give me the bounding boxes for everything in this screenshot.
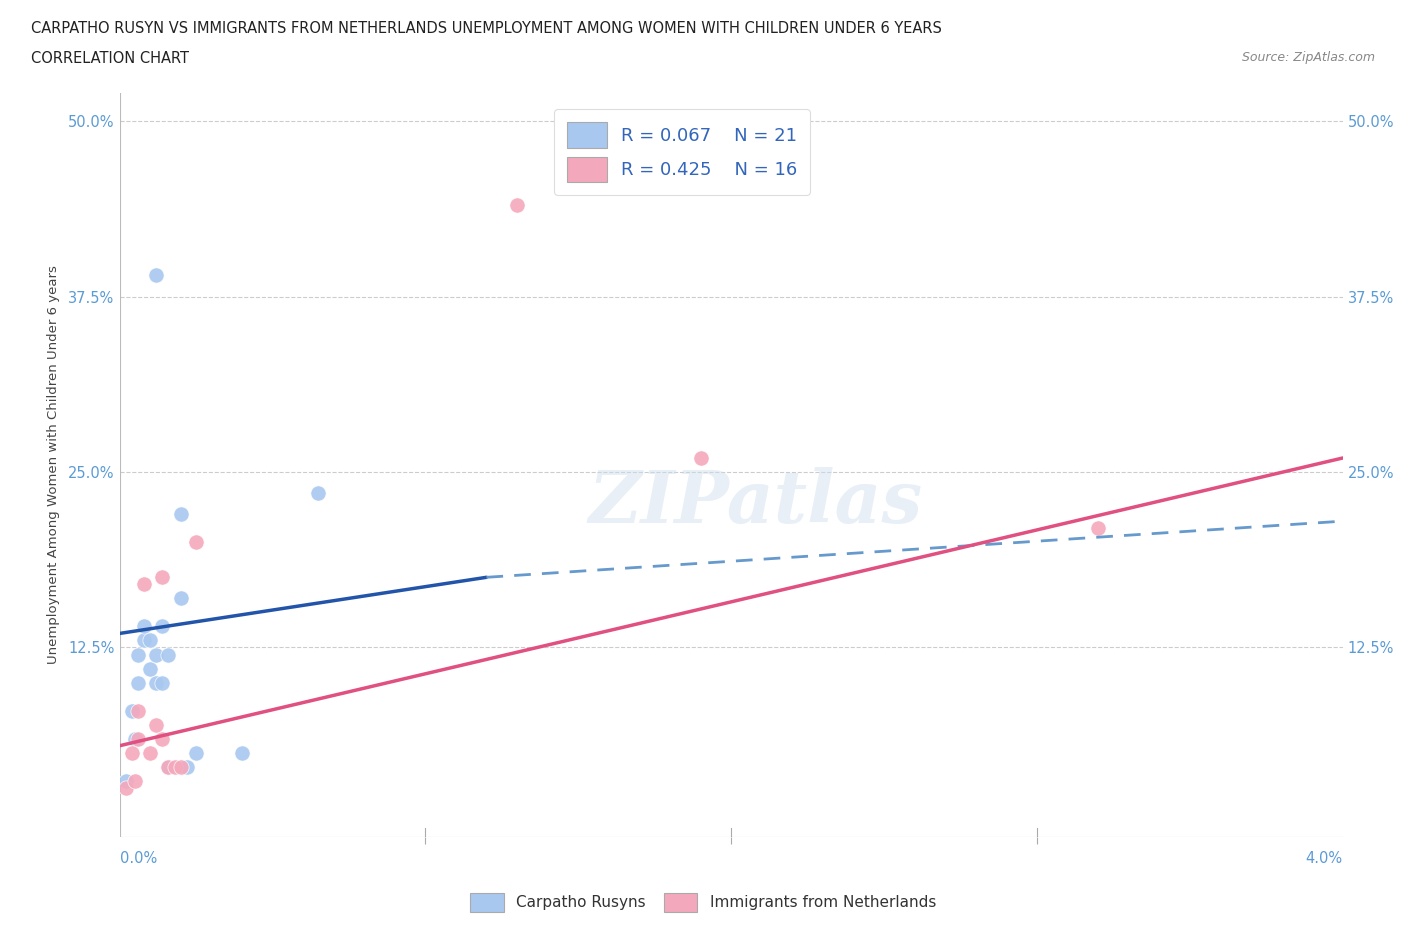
Point — [145, 647, 167, 662]
Point — [689, 450, 711, 465]
Point — [506, 198, 529, 213]
Point — [169, 507, 191, 522]
Point — [184, 745, 207, 760]
Point — [157, 647, 180, 662]
Point — [150, 570, 173, 585]
Text: ZIPatlas: ZIPatlas — [589, 467, 922, 538]
Point — [145, 675, 167, 690]
Point — [145, 268, 167, 283]
Point — [127, 675, 149, 690]
Point — [150, 731, 173, 746]
Text: 4.0%: 4.0% — [1306, 851, 1343, 866]
Point — [139, 661, 162, 676]
Legend: R = 0.067    N = 21, R = 0.425    N = 16: R = 0.067 N = 21, R = 0.425 N = 16 — [554, 110, 810, 195]
Point — [124, 731, 146, 746]
Text: 0.0%: 0.0% — [120, 851, 156, 866]
Y-axis label: Unemployment Among Women with Children Under 6 years: Unemployment Among Women with Children U… — [46, 266, 60, 664]
Point — [163, 760, 186, 775]
Point — [157, 760, 180, 775]
Point — [150, 619, 173, 634]
Point — [307, 485, 329, 500]
Point — [114, 774, 136, 789]
Point — [157, 760, 180, 775]
Point — [114, 780, 136, 795]
Point — [169, 591, 191, 605]
Point — [145, 717, 167, 732]
Point — [150, 675, 173, 690]
Point — [139, 745, 162, 760]
Text: Source: ZipAtlas.com: Source: ZipAtlas.com — [1241, 51, 1375, 64]
Point — [127, 703, 149, 718]
Point — [127, 647, 149, 662]
Point — [132, 577, 155, 591]
Point — [1087, 521, 1109, 536]
Point — [124, 774, 146, 789]
Point — [127, 731, 149, 746]
Point — [121, 703, 143, 718]
Text: CARPATHO RUSYN VS IMMIGRANTS FROM NETHERLANDS UNEMPLOYMENT AMONG WOMEN WITH CHIL: CARPATHO RUSYN VS IMMIGRANTS FROM NETHER… — [31, 21, 942, 36]
Point — [176, 760, 198, 775]
Point — [139, 633, 162, 648]
Point — [121, 745, 143, 760]
Text: CORRELATION CHART: CORRELATION CHART — [31, 51, 188, 66]
Legend: Carpatho Rusyns, Immigrants from Netherlands: Carpatho Rusyns, Immigrants from Netherl… — [464, 887, 942, 918]
Point — [231, 745, 253, 760]
Point — [184, 535, 207, 550]
Point — [132, 633, 155, 648]
Point — [132, 619, 155, 634]
Point — [169, 760, 191, 775]
